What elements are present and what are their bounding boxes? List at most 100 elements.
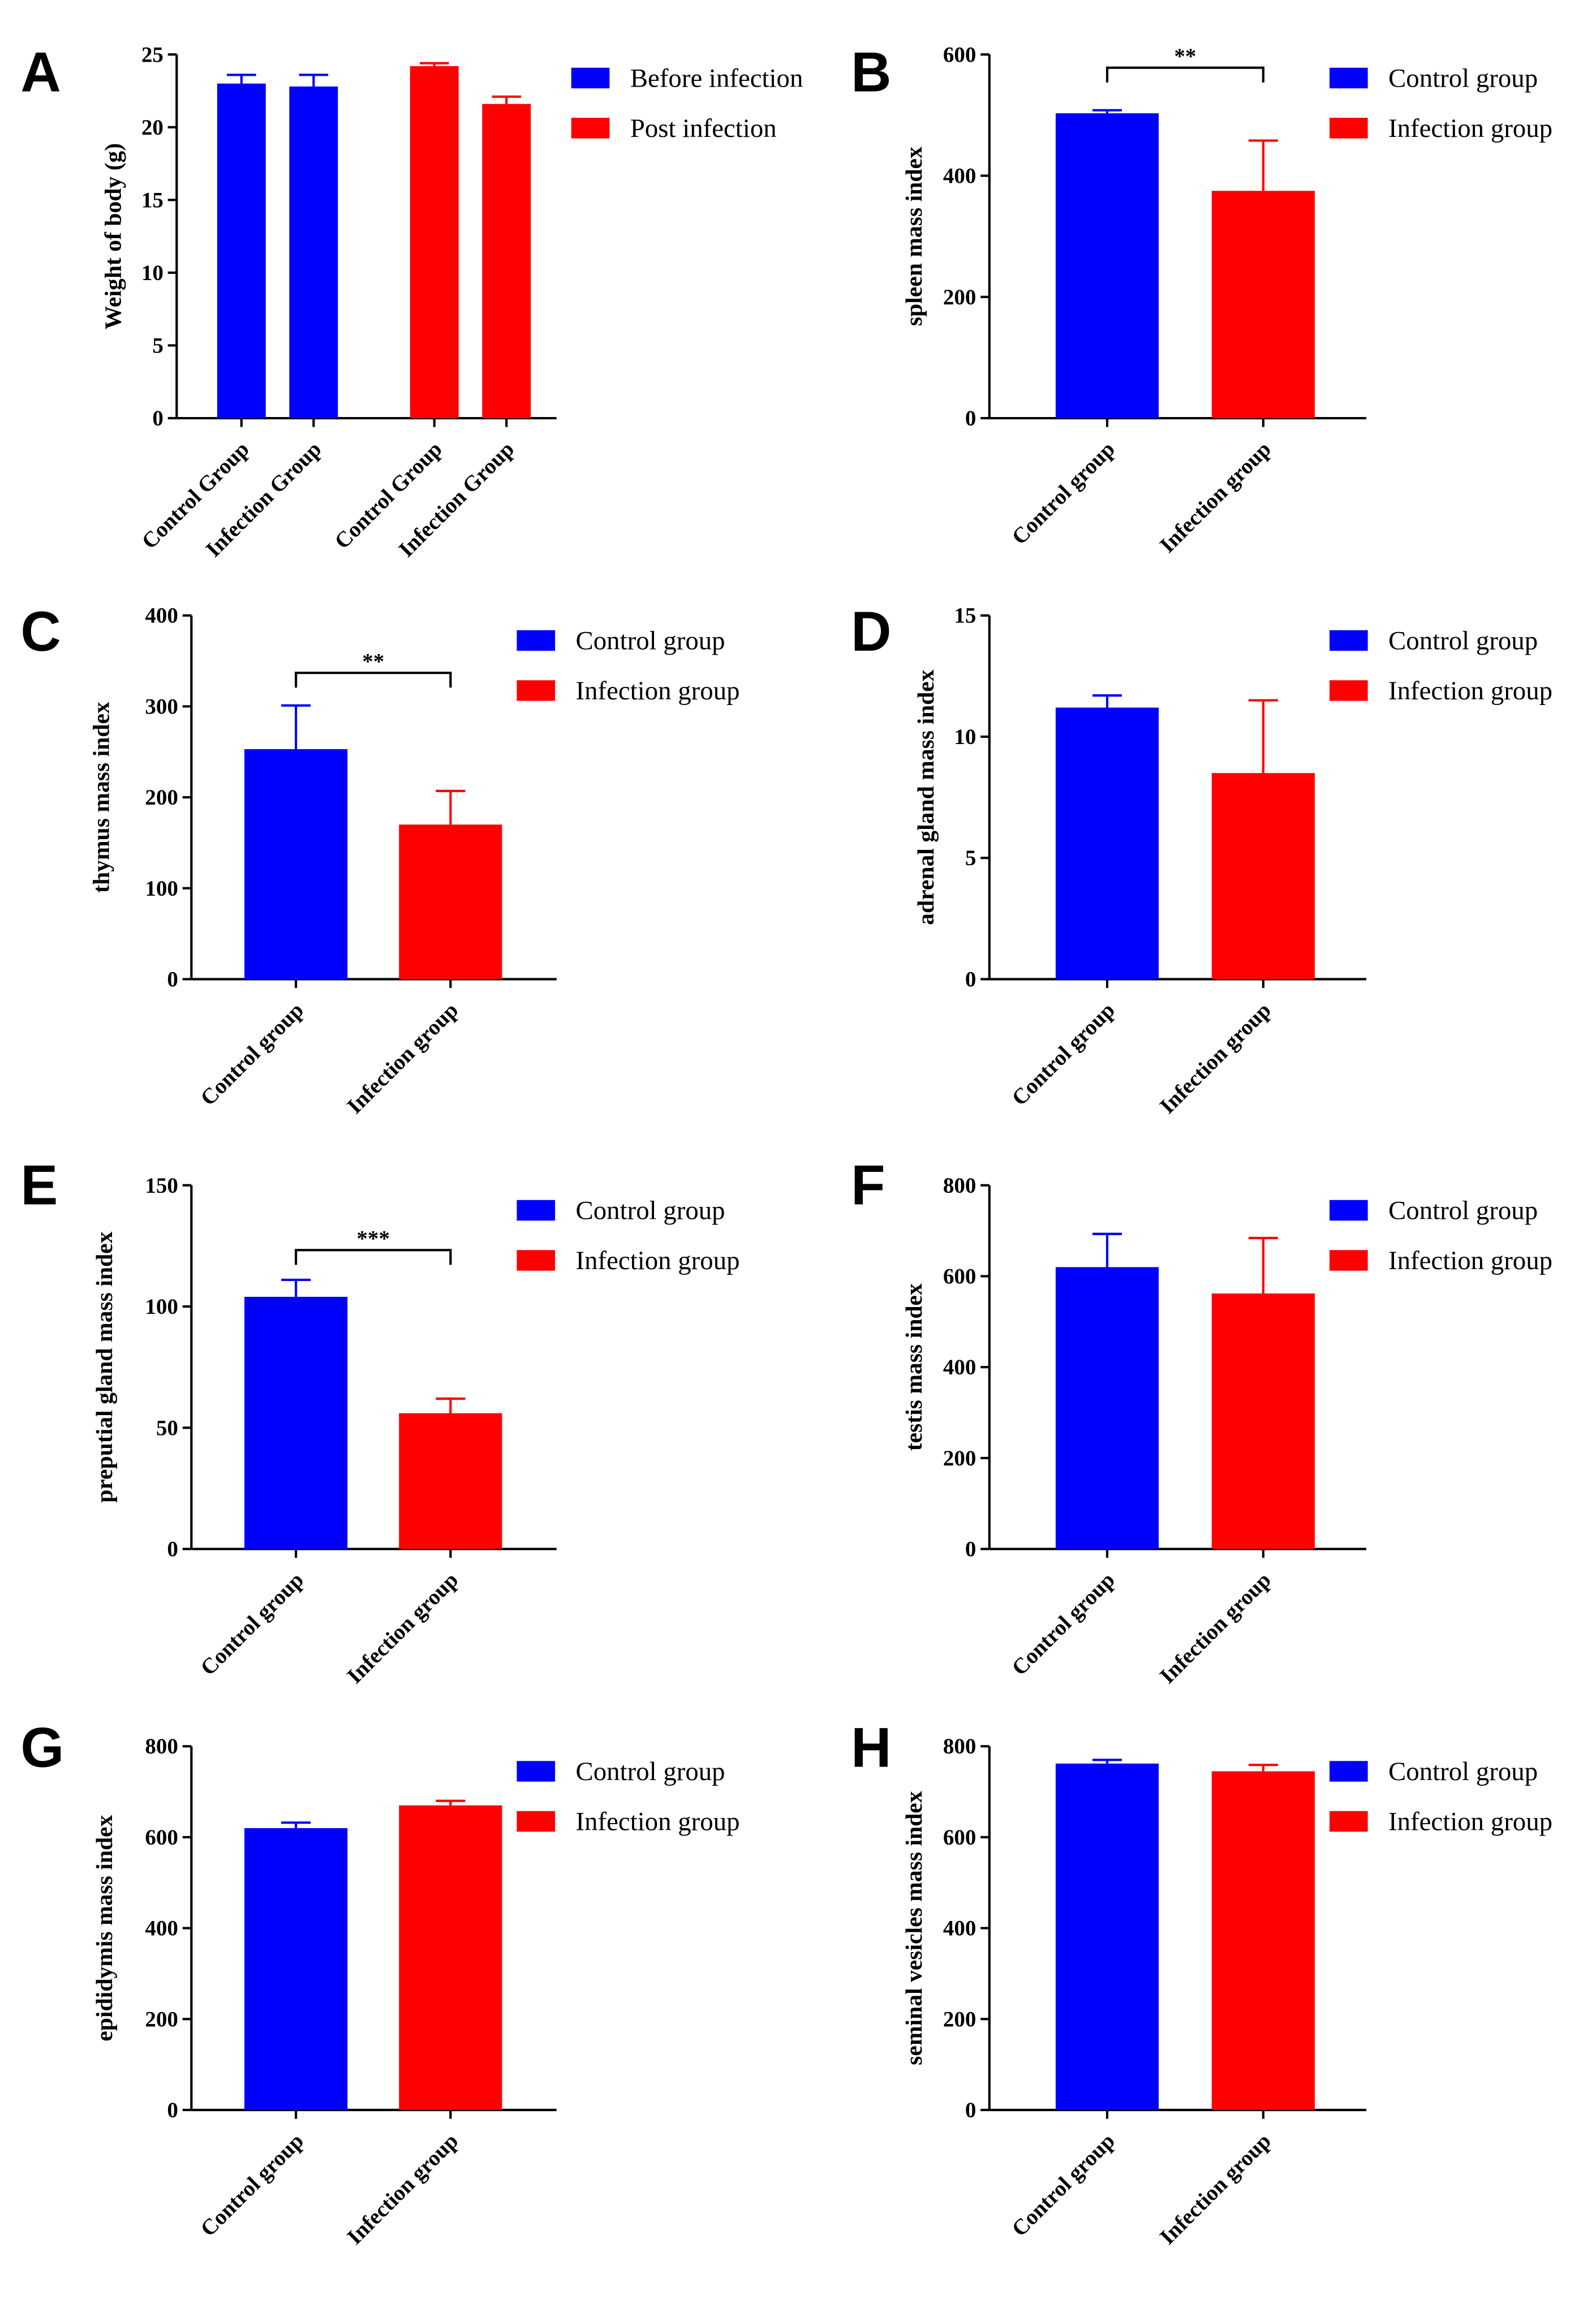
bar [244, 749, 348, 979]
error-bar [1092, 694, 1122, 708]
error-bar [1092, 1759, 1122, 1764]
error-bar [492, 95, 521, 104]
bar [399, 1805, 502, 2110]
panel-letter: F [851, 1154, 885, 1217]
x-tick-label: Infection group [342, 1568, 463, 1688]
y-tick-label: 10 [954, 725, 976, 749]
legend-label: Control group [1388, 626, 1538, 656]
panel-letter: C [20, 600, 61, 663]
y-tick-label: 400 [943, 1355, 976, 1379]
bar [399, 1413, 502, 1549]
error-bar [436, 1799, 466, 1806]
bar [1211, 191, 1315, 419]
error-bar [1248, 1236, 1278, 1294]
y-tick-label: 25 [141, 42, 164, 67]
x-tick-label: Infection group [342, 998, 463, 1119]
y-tick-label: 0 [167, 967, 178, 991]
x-tick-label: Control group [196, 998, 308, 1111]
y-tick-label: 15 [954, 604, 976, 628]
legend-swatch [517, 630, 556, 651]
y-tick-label: 800 [145, 1734, 178, 1759]
legend-label: Control group [576, 1196, 725, 1226]
y-tick-label: 10 [141, 261, 164, 285]
legend-label: Control group [1388, 1757, 1538, 1786]
legend-label: Infection group [1388, 676, 1552, 706]
y-tick-label: 200 [943, 1446, 976, 1471]
panel-letter: A [20, 40, 61, 103]
bar [217, 83, 266, 419]
y-tick-label: 400 [943, 1916, 976, 1941]
panel-letter: H [851, 1716, 891, 1779]
bar [289, 86, 338, 419]
y-tick-label: 200 [145, 785, 178, 810]
y-tick-label: 100 [145, 1295, 178, 1319]
legend-swatch [1329, 1761, 1368, 1782]
legend-label: Post infection [630, 114, 777, 143]
legend-label: Infection group [576, 676, 740, 706]
y-tick-label: 0 [965, 1537, 976, 1562]
error-bar [436, 1397, 466, 1413]
legend-swatch [517, 1811, 556, 1832]
y-tick-label: 800 [943, 1174, 976, 1198]
y-axis-label: seminal vesicles mass index [901, 1791, 927, 2065]
y-tick-label: 0 [965, 967, 976, 991]
y-axis-label: testis mass index [901, 1283, 927, 1451]
x-tick-label: Control group [1007, 437, 1120, 549]
error-bar [281, 704, 311, 749]
y-tick-label: 200 [943, 2007, 976, 2031]
y-tick-label: 20 [141, 115, 164, 140]
y-tick-label: 600 [943, 1264, 976, 1288]
bar [244, 1828, 348, 2110]
y-tick-label: 150 [145, 1174, 178, 1198]
legend-swatch [1329, 1811, 1368, 1832]
legend-label: Before infection [630, 64, 803, 93]
y-axis-label: spleen mass index [901, 147, 927, 326]
bar [1211, 1293, 1315, 1549]
y-axis-label: adrenal gland mass index [913, 669, 939, 925]
y-tick-label: 300 [145, 694, 178, 719]
panel-letter: G [20, 1716, 64, 1779]
bar [410, 66, 459, 419]
y-tick-label: 0 [152, 406, 164, 431]
error-bar [227, 74, 256, 84]
y-tick-label: 15 [141, 188, 164, 212]
y-axis-label: Weight of body (g) [100, 143, 126, 330]
panel-letter: B [851, 40, 891, 103]
significance-label: ** [1174, 44, 1196, 68]
legend-swatch [517, 1761, 556, 1782]
bar [1055, 1267, 1159, 1549]
y-tick-label: 600 [943, 1825, 976, 1850]
legend-swatch [1329, 1200, 1368, 1221]
x-tick-label: Control group [1007, 1568, 1120, 1681]
legend-label: Control group [1388, 1196, 1538, 1226]
y-tick-label: 800 [943, 1734, 976, 1759]
bar [1055, 1763, 1159, 2110]
y-tick-label: 100 [145, 876, 178, 901]
significance-bracket [1105, 66, 1264, 83]
y-tick-label: 5 [965, 846, 976, 870]
legend-swatch [517, 1200, 556, 1221]
bar [1211, 1771, 1315, 2110]
y-tick-label: 0 [965, 406, 976, 431]
y-axis-label: thymus mass index [89, 702, 115, 893]
x-tick-label: Control group [1007, 2129, 1120, 2241]
y-tick-label: 50 [156, 1416, 178, 1440]
error-bar [299, 74, 329, 87]
panel-letter: D [851, 600, 891, 663]
legend-label: Infection group [1388, 114, 1552, 143]
legend-swatch [1329, 67, 1368, 89]
legend-swatch [1329, 118, 1368, 139]
bar [244, 1296, 348, 1549]
legend-swatch [1329, 1250, 1368, 1271]
error-bar [419, 62, 449, 66]
legend-swatch [571, 67, 610, 89]
error-bar [1092, 109, 1122, 114]
legend-label: Infection group [576, 1807, 740, 1837]
x-tick-label: Infection group [342, 2129, 463, 2249]
bar [1055, 113, 1159, 419]
significance-bracket [295, 1249, 452, 1265]
legend-label: Infection group [1388, 1246, 1552, 1275]
legend-label: Infection group [576, 1246, 740, 1275]
x-tick-label: Control group [196, 2129, 308, 2241]
legend-label: Infection group [1388, 1807, 1552, 1837]
